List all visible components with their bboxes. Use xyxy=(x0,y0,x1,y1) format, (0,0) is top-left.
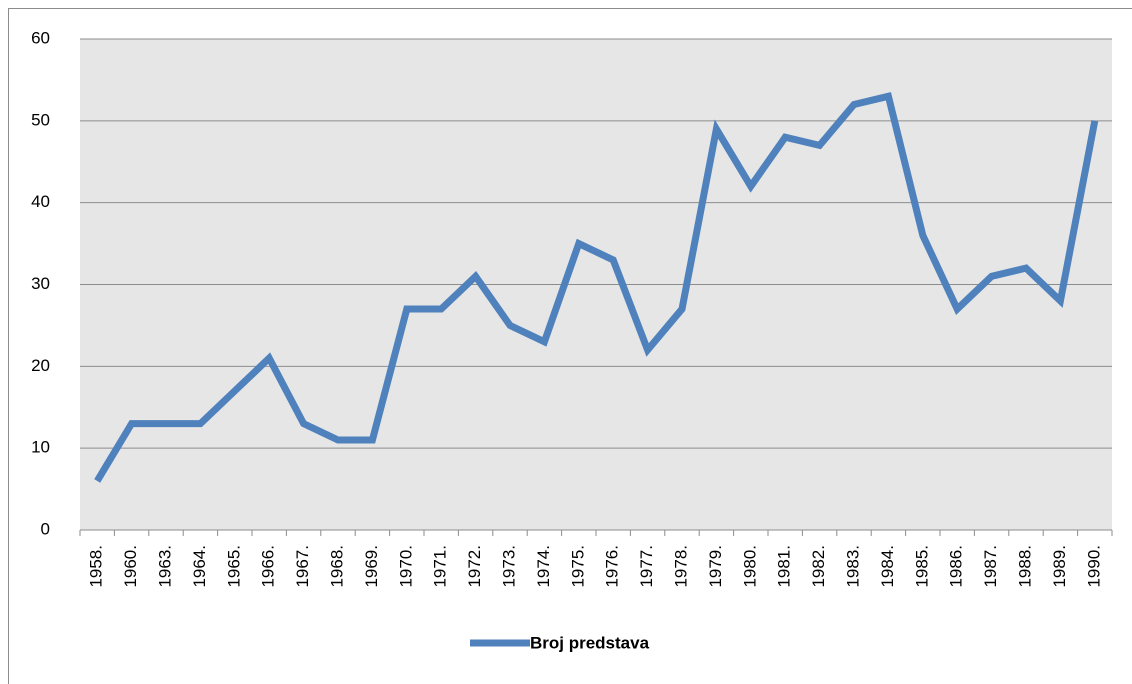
x-tick-label: 1978. xyxy=(671,545,690,588)
y-tick-label: 0 xyxy=(41,519,50,538)
x-tick-label: 1983. xyxy=(843,545,862,588)
x-tick-label: 1990. xyxy=(1084,545,1103,588)
y-tick-label: 60 xyxy=(31,28,50,47)
x-tick-label: 1979. xyxy=(706,545,725,588)
x-tick-label: 1960. xyxy=(121,545,140,588)
x-tick-label: 1985. xyxy=(912,545,931,588)
x-tick-label: 1969. xyxy=(362,545,381,588)
x-tick-label: 1971. xyxy=(431,545,450,588)
x-tick-label: 1964. xyxy=(190,545,209,588)
x-tick-label: 1976. xyxy=(603,545,622,588)
x-tick-label: 1986. xyxy=(947,545,966,588)
x-tick-label: 1965. xyxy=(224,545,243,588)
legend-label: Broj predstava xyxy=(530,633,650,652)
x-tick-label: 1968. xyxy=(327,545,346,588)
x-tick-label: 1975. xyxy=(568,545,587,588)
x-tick-label: 1970. xyxy=(396,545,415,588)
y-tick-label: 50 xyxy=(31,110,50,129)
y-tick-label: 20 xyxy=(31,356,50,375)
x-tick-label: 1988. xyxy=(1015,545,1034,588)
x-tick-label: 1967. xyxy=(293,545,312,588)
x-tick-label: 1984. xyxy=(878,545,897,588)
y-tick-label: 40 xyxy=(31,192,50,211)
x-tick-label: 1974. xyxy=(534,545,553,588)
y-tick-label: 10 xyxy=(31,438,50,457)
x-tick-label: 1972. xyxy=(465,545,484,588)
data-line xyxy=(94,92,1099,483)
x-tick-label: 1987. xyxy=(981,545,1000,588)
x-tick-label: 1981. xyxy=(775,545,794,588)
x-tick-label: 1989. xyxy=(1050,545,1069,588)
x-tick-label: 1980. xyxy=(740,545,759,588)
y-tick-label: 30 xyxy=(31,274,50,293)
x-tick-label: 1973. xyxy=(499,545,518,588)
x-tick-label: 1977. xyxy=(637,545,656,588)
x-tick-label: 1966. xyxy=(259,545,278,588)
x-tick-label: 1982. xyxy=(809,545,828,588)
x-tick-label: 1958. xyxy=(87,545,106,588)
x-tick-label: 1963. xyxy=(155,545,174,588)
